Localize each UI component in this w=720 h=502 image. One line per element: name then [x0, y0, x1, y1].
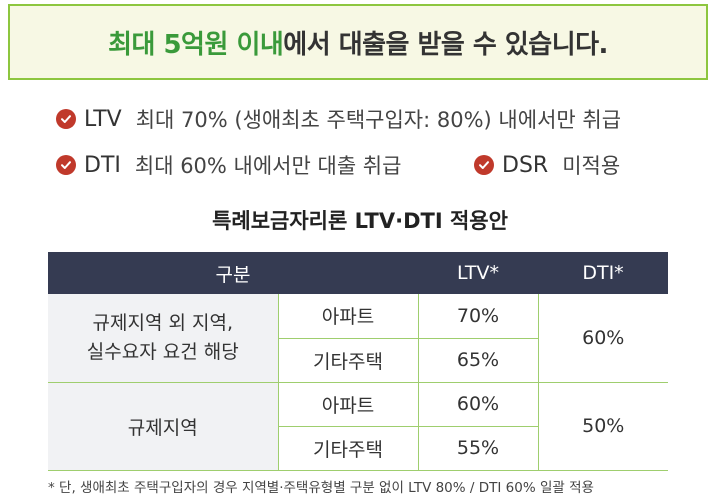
ltv-cell: 70%: [418, 294, 538, 338]
ltv-cell: 65%: [418, 338, 538, 382]
category-cell: 규제지역 외 지역, 실수요자 요건 해당: [48, 294, 278, 382]
housing-type-cell: 기타주택: [278, 338, 418, 382]
headline-rest: 에서 대출을 받을 수 있습니다.: [283, 24, 608, 61]
dti-cell: 60%: [538, 294, 668, 382]
housing-type-cell: 기타주택: [278, 426, 418, 470]
bullet-dsr: DSR 미적용: [474, 150, 620, 180]
table-row: 규제지역 외 지역, 실수요자 요건 해당 아파트 70% 60%: [48, 294, 668, 338]
bullet-key: DTI: [84, 153, 121, 178]
headline-banner: 최대 5억원 이내에서 대출을 받을 수 있습니다.: [8, 4, 708, 80]
table-title: 특례보금자리론 LTV·DTI 적용안: [0, 205, 720, 235]
check-circle-icon: [474, 155, 494, 175]
category-line: 실수요자 요건 해당: [48, 338, 278, 367]
header-dti: DTI*: [538, 252, 668, 294]
ltv-cell: 55%: [418, 426, 538, 470]
bullet-ltv: LTV 최대 70% (생애최초 주택구입자: 80%) 내에서만 취급: [56, 104, 621, 134]
footnote: * 단, 생애최초 주택구입자의 경우 지역별·주택유형별 구분 없이 LTV …: [48, 476, 594, 496]
category-cell: 규제지역: [48, 382, 278, 470]
table-row: 규제지역 아파트 60% 50%: [48, 382, 668, 426]
check-circle-icon: [56, 155, 76, 175]
bullet-dti: DTI 최대 60% 내에서만 대출 취급: [56, 150, 401, 180]
dti-cell: 50%: [538, 382, 668, 470]
check-circle-icon: [56, 109, 76, 129]
housing-type-cell: 아파트: [278, 382, 418, 426]
bullet-text: 미적용: [562, 150, 620, 180]
headline-highlight: 최대 5억원 이내: [108, 24, 283, 61]
ltv-cell: 60%: [418, 382, 538, 426]
category-line: 규제지역 외 지역,: [48, 309, 278, 338]
bullet-key: DSR: [502, 153, 548, 178]
bullet-key: LTV: [84, 107, 122, 132]
bullet-text: 최대 70% (생애최초 주택구입자: 80%) 내에서만 취급: [136, 104, 621, 134]
housing-type-cell: 아파트: [278, 294, 418, 338]
ltv-dti-table: 구분 LTV* DTI* 규제지역 외 지역, 실수요자 요건 해당 아파트 7…: [48, 252, 668, 471]
header-category: 구분: [48, 252, 418, 294]
bullet-text: 최대 60% 내에서만 대출 취급: [135, 150, 402, 180]
header-ltv: LTV*: [418, 252, 538, 294]
